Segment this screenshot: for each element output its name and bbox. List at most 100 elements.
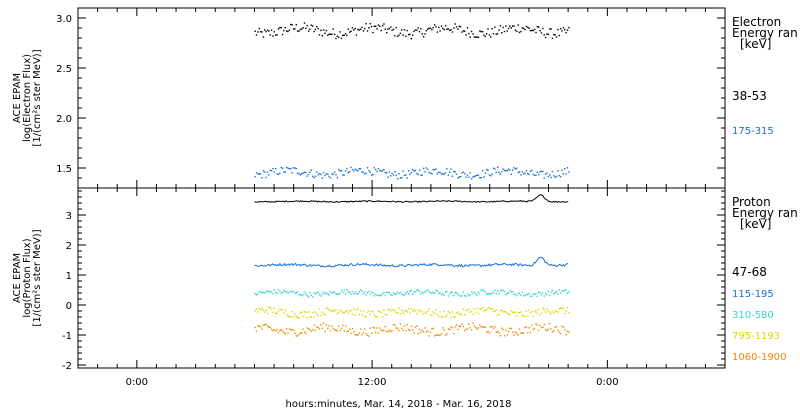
data-point bbox=[472, 292, 474, 295]
data-point bbox=[425, 290, 428, 292]
data-point bbox=[327, 293, 329, 295]
data-point bbox=[562, 326, 565, 328]
data-point bbox=[536, 295, 538, 298]
data-point bbox=[512, 25, 514, 27]
data-point bbox=[359, 328, 362, 330]
data-point bbox=[466, 309, 469, 312]
data-point bbox=[281, 167, 284, 169]
data-point bbox=[544, 329, 547, 331]
data-point bbox=[517, 292, 519, 295]
data-point bbox=[459, 312, 462, 315]
data-point bbox=[546, 172, 548, 174]
data-point bbox=[544, 173, 547, 175]
data-point bbox=[513, 293, 515, 295]
data-point bbox=[331, 292, 333, 294]
data-point bbox=[562, 27, 565, 29]
data-point bbox=[316, 171, 318, 173]
data-point bbox=[387, 176, 389, 178]
data-point bbox=[333, 33, 336, 35]
data-point bbox=[373, 25, 375, 27]
data-point bbox=[409, 33, 411, 36]
data-point bbox=[398, 329, 400, 332]
data-point bbox=[444, 316, 447, 318]
data-point bbox=[313, 316, 315, 318]
data-point bbox=[428, 171, 430, 174]
data-point bbox=[399, 291, 402, 293]
data-point bbox=[475, 36, 477, 38]
data-point bbox=[439, 334, 441, 336]
data-point bbox=[314, 175, 317, 177]
data-point bbox=[380, 294, 382, 296]
data-point bbox=[435, 334, 437, 336]
data-point bbox=[288, 291, 291, 293]
data-point bbox=[287, 167, 289, 169]
data-point bbox=[410, 171, 412, 174]
data-point bbox=[562, 290, 565, 292]
data-point bbox=[453, 316, 455, 318]
data-point bbox=[533, 311, 536, 313]
data-point bbox=[290, 316, 292, 318]
data-point bbox=[477, 313, 480, 315]
data-point bbox=[275, 34, 277, 36]
data-point bbox=[268, 290, 270, 293]
data-point bbox=[499, 335, 502, 337]
data-point bbox=[427, 330, 429, 332]
data-point bbox=[547, 328, 549, 330]
data-point bbox=[527, 315, 529, 317]
data-point bbox=[501, 289, 503, 291]
data-point bbox=[481, 169, 484, 172]
data-point bbox=[507, 330, 510, 333]
data-point bbox=[536, 312, 538, 314]
data-point bbox=[283, 171, 285, 174]
data-point bbox=[468, 308, 470, 310]
data-point bbox=[554, 176, 556, 178]
data-point bbox=[435, 26, 437, 28]
data-point bbox=[303, 331, 306, 333]
data-point bbox=[449, 293, 451, 295]
data-point bbox=[472, 313, 474, 316]
data-point bbox=[272, 168, 274, 170]
data-point bbox=[373, 295, 375, 297]
data-point bbox=[383, 309, 385, 311]
data-point bbox=[280, 292, 282, 294]
data-point bbox=[321, 293, 323, 295]
data-point bbox=[542, 27, 544, 30]
data-point bbox=[496, 331, 499, 333]
data-point bbox=[550, 28, 552, 30]
data-point bbox=[525, 169, 528, 172]
data-point bbox=[483, 326, 485, 328]
data-point bbox=[416, 325, 418, 327]
data-point bbox=[331, 310, 333, 312]
data-point bbox=[350, 309, 352, 312]
data-point bbox=[487, 330, 489, 332]
data-point bbox=[473, 308, 475, 310]
data-point bbox=[317, 27, 319, 30]
data-point bbox=[518, 312, 521, 314]
data-point bbox=[294, 167, 296, 169]
data-point bbox=[387, 28, 389, 30]
data-point bbox=[427, 310, 429, 312]
data-point bbox=[477, 36, 480, 38]
data-point bbox=[350, 293, 352, 295]
data-point bbox=[347, 171, 349, 174]
data-point bbox=[470, 291, 473, 293]
data-point bbox=[287, 30, 289, 33]
data-point bbox=[551, 37, 554, 39]
data-point bbox=[469, 36, 471, 38]
data-point bbox=[320, 29, 322, 32]
data-point bbox=[420, 174, 422, 176]
data-point bbox=[402, 312, 404, 314]
data-point bbox=[562, 173, 565, 175]
data-point bbox=[365, 294, 367, 296]
data-point bbox=[343, 330, 345, 332]
data-point bbox=[261, 307, 263, 310]
data-point bbox=[342, 291, 344, 294]
data-point bbox=[490, 308, 492, 310]
data-point bbox=[557, 170, 559, 172]
data-point bbox=[286, 314, 288, 316]
data-point bbox=[346, 310, 348, 312]
data-point bbox=[412, 310, 414, 313]
data-point bbox=[458, 25, 460, 27]
series-line bbox=[254, 256, 569, 268]
data-point bbox=[442, 315, 444, 318]
